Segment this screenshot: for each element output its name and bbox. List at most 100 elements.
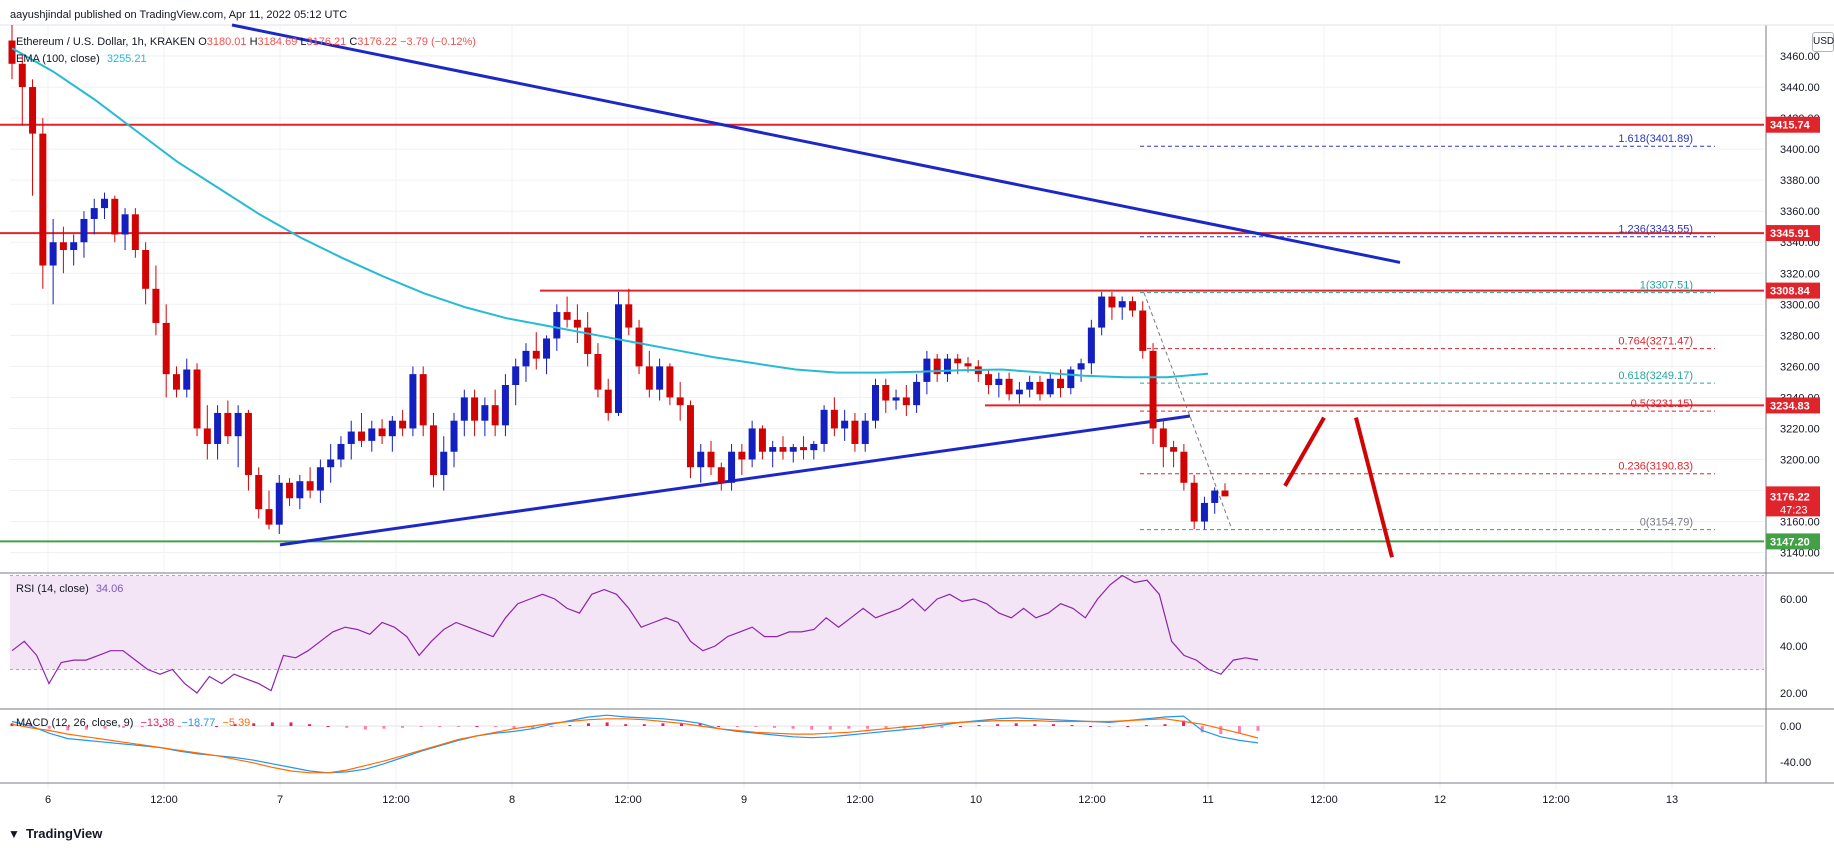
candle-body bbox=[573, 319, 581, 328]
candle-body bbox=[481, 405, 489, 421]
candle-body bbox=[923, 358, 931, 382]
candle-body bbox=[1077, 363, 1085, 370]
candle-body bbox=[779, 447, 787, 452]
candle-body bbox=[162, 322, 170, 375]
symbol-legend: Ethereum / U.S. Dollar, 1h, KRAKEN O3180… bbox=[16, 36, 476, 48]
ema-legend: EMA (100, close) 3255.21 bbox=[16, 53, 147, 65]
candle-body bbox=[758, 428, 766, 452]
macd-histogram-bar bbox=[177, 726, 181, 727]
fib-level-label: 1.236(3343.55) bbox=[1618, 224, 1693, 236]
ema-value: 3255.21 bbox=[106, 53, 147, 65]
price-scale-badge bbox=[1766, 225, 1820, 242]
candle-body bbox=[59, 242, 67, 250]
candle-body bbox=[748, 428, 756, 460]
candle-body bbox=[594, 353, 602, 390]
candle-body bbox=[1211, 490, 1219, 503]
candle-body bbox=[234, 412, 242, 437]
candle-body bbox=[1057, 378, 1065, 389]
macd-histogram-bar bbox=[1200, 726, 1204, 733]
y-tick-label: 3280.00 bbox=[1780, 330, 1820, 342]
candle-body bbox=[584, 327, 592, 354]
ohlc-open: O3180.01 bbox=[198, 36, 247, 48]
candle-body bbox=[769, 447, 777, 452]
macd-histogram-bar bbox=[1051, 724, 1055, 726]
candle-body bbox=[368, 428, 376, 441]
candle-body bbox=[512, 366, 520, 385]
candle-body bbox=[717, 467, 725, 483]
candle-body bbox=[800, 447, 808, 451]
macd-histogram-bar bbox=[884, 726, 888, 729]
macd-histogram-bar bbox=[1163, 724, 1167, 726]
y-tick-label: 3200.00 bbox=[1780, 454, 1820, 466]
candle-body bbox=[70, 242, 78, 250]
macd-histogram-bar bbox=[159, 726, 163, 727]
candle-body bbox=[810, 443, 818, 451]
macd-histogram-bar bbox=[363, 726, 367, 730]
macd-signal-value: −5.39 bbox=[222, 717, 251, 729]
rsi-tick-label: 20.00 bbox=[1780, 688, 1808, 700]
candle-body bbox=[697, 451, 705, 468]
macd-histogram-bar bbox=[47, 726, 51, 729]
fib-level-label: 0.5(3231.15) bbox=[1631, 398, 1693, 410]
macd-histogram-bar bbox=[940, 726, 944, 728]
candle-body bbox=[419, 374, 427, 426]
macd-histogram-bar bbox=[29, 724, 33, 726]
y-tick-label: 3220.00 bbox=[1780, 423, 1820, 435]
x-tick-label: 10 bbox=[970, 794, 982, 806]
macd-histogram-bar bbox=[958, 726, 962, 727]
candle-body bbox=[1139, 310, 1147, 351]
macd-histogram-bar bbox=[642, 724, 646, 726]
y-tick-label: 3360.00 bbox=[1780, 206, 1820, 218]
candle-body bbox=[625, 304, 633, 328]
descending-trendline bbox=[231, 23, 1401, 264]
candle-body bbox=[1170, 447, 1178, 452]
candle-body bbox=[316, 467, 324, 491]
symbol-title: Ethereum / U.S. Dollar, 1h, KRAKEN bbox=[16, 36, 196, 48]
macd-histogram-bar bbox=[196, 726, 200, 727]
candle-body bbox=[1046, 378, 1054, 395]
macd-histogram-bar bbox=[270, 722, 274, 726]
candle-body bbox=[645, 366, 653, 390]
candle-body bbox=[522, 350, 530, 367]
rsi-band-fill bbox=[10, 575, 1764, 670]
macd-histogram-bar bbox=[326, 726, 330, 727]
y-tick-label: 3300.00 bbox=[1780, 299, 1820, 311]
candle-body bbox=[913, 381, 921, 406]
candle-body bbox=[90, 208, 98, 219]
fib-level-label: 1.618(3401.89) bbox=[1618, 133, 1693, 145]
candle-body bbox=[666, 366, 674, 398]
macd-histogram-bar bbox=[1126, 726, 1130, 727]
candle-body bbox=[142, 250, 150, 289]
macd-histogram-bar bbox=[1014, 723, 1018, 726]
candle-body bbox=[861, 420, 869, 444]
candle-body bbox=[789, 447, 797, 452]
candle-body bbox=[543, 338, 551, 359]
candle-body bbox=[49, 242, 57, 266]
rsi-tick-label: 60.00 bbox=[1780, 594, 1808, 606]
candle-body bbox=[686, 405, 694, 468]
candle-body bbox=[244, 412, 252, 475]
candle-body bbox=[347, 431, 355, 444]
candle-body bbox=[1087, 327, 1095, 364]
macd-histogram-bar bbox=[1256, 726, 1260, 731]
price-scale-value: 3176.22 bbox=[1770, 491, 1810, 503]
candle-body bbox=[964, 363, 972, 367]
currency-button[interactable]: USD bbox=[1812, 32, 1834, 52]
price-scale-badge bbox=[1766, 282, 1820, 299]
candle-body bbox=[255, 475, 263, 510]
candle-body bbox=[111, 198, 119, 235]
x-tick-label: 12:00 bbox=[1542, 794, 1570, 806]
macd-histogram-bar bbox=[735, 726, 739, 727]
price-scale-value: 3234.83 bbox=[1770, 400, 1810, 412]
ema-100-line bbox=[11, 47, 1209, 379]
macd-histogram-bar bbox=[624, 724, 628, 726]
ohlc-close: C3176.22 bbox=[349, 36, 398, 48]
candle-body bbox=[358, 431, 366, 441]
macd-histogram-bar bbox=[1107, 726, 1111, 727]
candle-body bbox=[440, 451, 448, 475]
publisher-line: aayushjindal published on TradingView.co… bbox=[10, 9, 348, 21]
macd-histogram-bar bbox=[996, 724, 1000, 726]
macd-histogram-bar bbox=[289, 722, 293, 726]
tradingview-logo-icon: ▼ bbox=[8, 827, 20, 841]
